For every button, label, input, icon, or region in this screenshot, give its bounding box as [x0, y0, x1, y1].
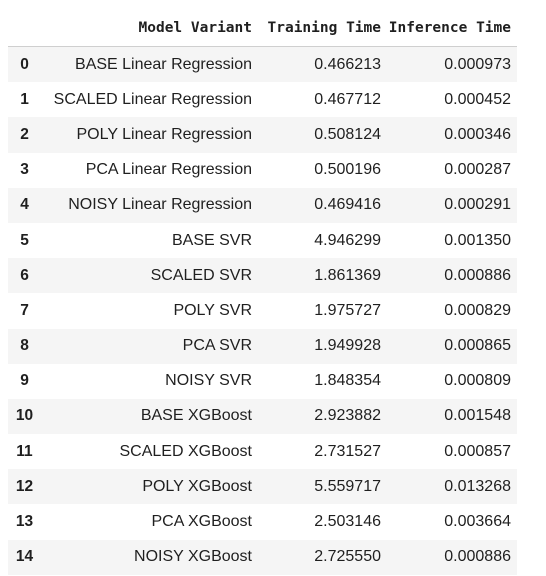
inference-time-cell: 0.000809 [444, 372, 511, 390]
table-body: 0 BASE Linear Regression 0.466213 0.000973 1… [8, 46, 517, 575]
training-time-cell: 0.469416 [314, 196, 381, 214]
row-index: 12 [15, 477, 34, 495]
row-index: 8 [20, 337, 29, 355]
row-index: 2 [20, 125, 29, 143]
inference-time-cell: 0.000287 [444, 161, 511, 179]
table-row: 9 NOISY SVR 1.848354 0.000809 [8, 363, 517, 399]
model-variant-cell: PCA Linear Regression [85, 161, 252, 179]
model-variant-cell: BASE SVR [171, 231, 252, 249]
training-time-cell: 4.946299 [314, 231, 381, 249]
training-time-cell: 0.466213 [314, 55, 381, 73]
header-row: Model Variant Training Time Inference Ti… [8, 9, 517, 47]
model-variant-cell: PCA XGBoost [151, 513, 253, 531]
row-index: 14 [15, 548, 34, 566]
inference-time-cell: 0.000865 [444, 337, 511, 355]
column-header-model-variant: Model Variant [41, 9, 258, 47]
inference-time-cell: 0.000886 [444, 266, 511, 284]
model-variant-cell: BASE Linear Regression [75, 55, 252, 73]
results-table: Model Variant Training Time Inference Ti… [8, 9, 517, 575]
model-variant-cell: POLY Linear Regression [76, 125, 252, 143]
table-header: Model Variant Training Time Inference Ti… [8, 9, 517, 47]
inference-time-cell: 0.003664 [444, 513, 511, 531]
training-time-cell: 1.949928 [314, 337, 381, 355]
row-index: 3 [20, 161, 29, 179]
training-time-cell: 1.975727 [314, 301, 381, 319]
training-time-cell: 2.725550 [314, 548, 381, 566]
table-row: 14 NOISY XGBoost 2.725550 0.000886 [8, 539, 517, 575]
column-header-index [8, 9, 41, 47]
model-variant-cell: SCALED XGBoost [119, 442, 253, 460]
table-row: 10 BASE XGBoost 2.923882 0.001548 [8, 398, 517, 435]
training-time-cell: 2.503146 [314, 513, 381, 531]
training-time-cell: 0.508124 [314, 125, 381, 143]
table-row: 2 POLY Linear Regression 0.508124 0.000346 [8, 117, 517, 153]
inference-time-cell: 0.000886 [444, 548, 511, 566]
model-variant-cell: PCA SVR [182, 337, 252, 355]
training-time-cell: 2.923882 [314, 407, 381, 425]
model-variant-cell: NOISY XGBoost [134, 548, 252, 566]
inference-time-cell: 0.000452 [444, 90, 511, 108]
model-variant-cell: NOISY SVR [165, 372, 252, 390]
table-row: 1 SCALED Linear Regression 0.467712 0.00045… [8, 82, 517, 118]
table-row: 7 POLY SVR 1.975727 0.000829 [8, 293, 517, 329]
row-index: 1 [20, 90, 29, 108]
model-variant-cell: SCALED SVR [150, 266, 252, 284]
training-time-cell: 2.731527 [314, 442, 381, 460]
inference-time-cell: 0.001548 [444, 407, 511, 425]
model-variant-cell: POLY XGBoost [142, 477, 252, 495]
inference-time-cell: 0.000829 [444, 301, 511, 319]
table-row: 3 PCA Linear Regression 0.500196 0.000287 [8, 152, 517, 188]
table-row: 12 POLY XGBoost 5.559717 0.013268 [8, 469, 517, 505]
inference-time-cell: 0.000857 [444, 442, 511, 460]
model-variant-cell: SCALED Linear Regression [53, 90, 252, 108]
training-time-cell: 1.861369 [314, 266, 381, 284]
row-index: 6 [20, 266, 29, 284]
inference-time-cell: 0.013268 [444, 477, 511, 495]
row-index: 11 [16, 442, 33, 460]
model-variant-cell: POLY SVR [173, 301, 252, 319]
row-index: 13 [15, 513, 34, 531]
row-index: 10 [15, 407, 34, 425]
model-variant-cell: NOISY Linear Regression [68, 196, 252, 214]
column-header-inference-time: Inference Time [387, 9, 517, 47]
row-index: 7 [20, 301, 29, 319]
table-row: 11 SCALED XGBoost 2.731527 0.000857 [8, 434, 517, 470]
table-row: 8 PCA SVR 1.949928 0.000865 [8, 328, 517, 364]
model-variant-cell: BASE XGBoost [140, 407, 252, 425]
row-index: 0 [20, 55, 29, 73]
column-header-training-time: Training Time [258, 9, 387, 47]
table-row: 4 NOISY Linear Regression 0.469416 0.000291 [8, 187, 517, 223]
table-row: 13 PCA XGBoost 2.503146 0.003664 [8, 504, 517, 540]
inference-time-cell: 0.001350 [444, 231, 511, 249]
table-row: 5 BASE SVR 4.946299 0.001350 [8, 222, 517, 259]
training-time-cell: 5.559717 [314, 477, 381, 495]
inference-time-cell: 0.000973 [444, 55, 511, 73]
row-index: 9 [20, 372, 29, 390]
table-row: 0 BASE Linear Regression 0.466213 0.000973 [8, 46, 517, 83]
training-time-cell: 1.848354 [314, 372, 381, 390]
row-index: 4 [20, 196, 29, 214]
inference-time-cell: 0.000346 [444, 125, 511, 143]
dataframe-output: Model Variant Training Time Inference Ti… [8, 9, 517, 575]
table-row: 6 SCALED SVR 1.861369 0.000886 [8, 258, 517, 294]
row-index: 5 [20, 231, 29, 249]
training-time-cell: 0.467712 [314, 90, 381, 108]
training-time-cell: 0.500196 [314, 161, 381, 179]
inference-time-cell: 0.000291 [444, 196, 511, 214]
